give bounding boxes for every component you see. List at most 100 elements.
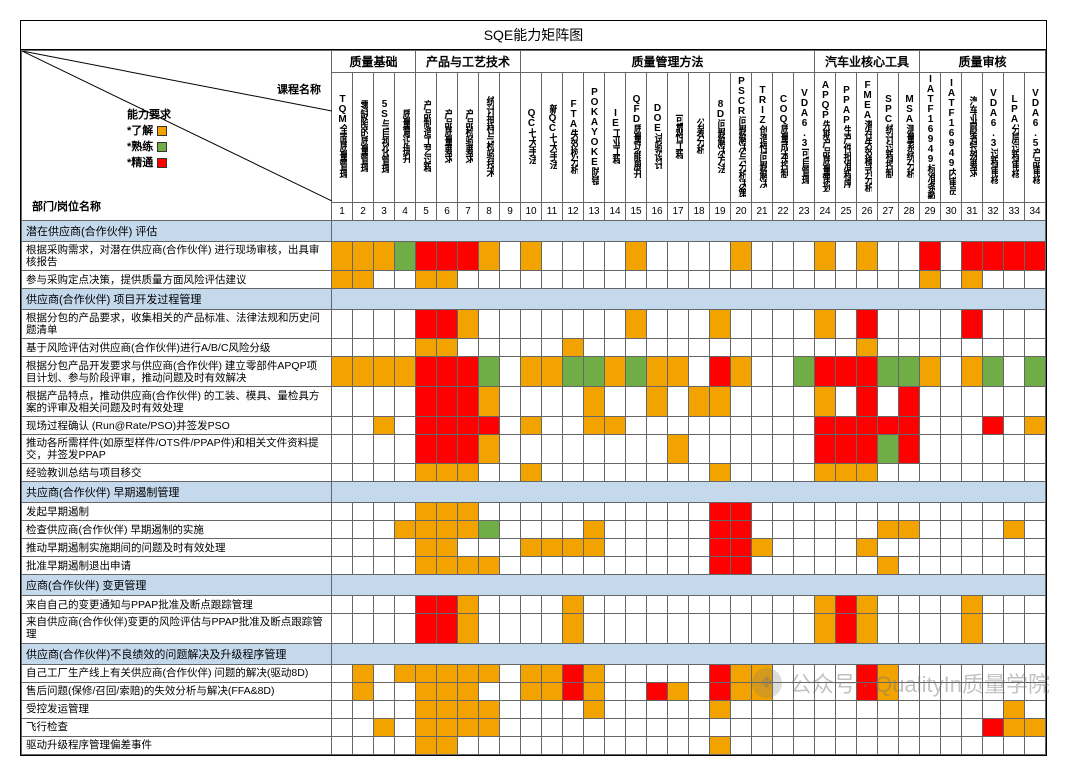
matrix-cell (458, 464, 479, 482)
matrix-cell (521, 357, 542, 387)
matrix-cell (962, 682, 983, 700)
column-number: 5 (416, 203, 437, 221)
matrix-cell (752, 682, 773, 700)
matrix-cell (899, 596, 920, 614)
matrix-cell (962, 718, 983, 736)
matrix-cell (479, 435, 500, 464)
matrix-cell (773, 503, 794, 521)
matrix-cell (563, 417, 584, 435)
matrix-cell (458, 718, 479, 736)
matrix-cell (500, 682, 521, 700)
matrix-cell (458, 682, 479, 700)
matrix-cell (563, 310, 584, 339)
matrix-cell (626, 718, 647, 736)
matrix-cell (689, 271, 710, 289)
matrix-cell (437, 596, 458, 614)
matrix-cell (983, 464, 1004, 482)
matrix-cell (668, 614, 689, 643)
column-header: QC七大手法 (521, 73, 542, 203)
matrix-cell (878, 503, 899, 521)
column-number: 12 (563, 203, 584, 221)
matrix-cell (815, 417, 836, 435)
matrix-cell (395, 464, 416, 482)
column-header: TRIZ创造性问题解决 (752, 73, 773, 203)
matrix-cell (332, 736, 353, 754)
row-label: 根据采购需求，对潜在供应商(合作伙伴) 进行现场审核，出具审核报告 (22, 242, 332, 271)
matrix-cell (731, 503, 752, 521)
matrix-cell (710, 664, 731, 682)
matrix-cell (647, 700, 668, 718)
column-header: 可靠性工程 (668, 73, 689, 203)
matrix-cell (983, 682, 1004, 700)
matrix-cell (584, 339, 605, 357)
matrix-cell (731, 557, 752, 575)
matrix-cell (983, 664, 1004, 682)
matrix-cell (1004, 557, 1025, 575)
matrix-cell (983, 387, 1004, 417)
matrix-cell (332, 539, 353, 557)
matrix-cell (332, 503, 353, 521)
matrix-cell (1025, 417, 1046, 435)
matrix-cell (689, 387, 710, 417)
matrix-cell (521, 682, 542, 700)
column-header: TQM全面质量管理 (332, 73, 353, 203)
matrix-cell (983, 700, 1004, 718)
matrix-cell (1025, 596, 1046, 614)
matrix-cell (332, 357, 353, 387)
section-fill (332, 575, 1046, 596)
matrix-cell (1004, 310, 1025, 339)
matrix-cell (521, 503, 542, 521)
column-header: 统计抽样与检验技术 (479, 73, 500, 203)
matrix-cell (647, 664, 668, 682)
matrix-cell (920, 700, 941, 718)
matrix-cell (563, 435, 584, 464)
matrix-cell (731, 682, 752, 700)
matrix-cell (962, 614, 983, 643)
matrix-cell (605, 339, 626, 357)
matrix-cell (542, 435, 563, 464)
corner-ability: 能力要求*了解*熟练*精通 (127, 106, 171, 170)
matrix-cell (563, 521, 584, 539)
matrix-cell (395, 539, 416, 557)
matrix-cell (794, 664, 815, 682)
matrix-cell (878, 614, 899, 643)
matrix-cell (815, 435, 836, 464)
matrix-cell (458, 503, 479, 521)
matrix-cell (332, 417, 353, 435)
matrix-cell (626, 310, 647, 339)
matrix-cell (899, 539, 920, 557)
matrix-cell (563, 718, 584, 736)
matrix-cell (962, 700, 983, 718)
matrix-cell (353, 310, 374, 339)
matrix-cell (878, 242, 899, 271)
matrix-cell (689, 557, 710, 575)
corner-dept: 部门/岗位名称 (32, 198, 101, 214)
matrix-cell (1004, 614, 1025, 643)
matrix-cell (521, 521, 542, 539)
matrix-cell (983, 357, 1004, 387)
matrix-cell (899, 521, 920, 539)
matrix-cell (1025, 271, 1046, 289)
matrix-cell (752, 521, 773, 539)
column-header: DOE试验设计 (647, 73, 668, 203)
matrix-cell (962, 242, 983, 271)
matrix-cell (584, 387, 605, 417)
matrix-cell (1025, 718, 1046, 736)
matrix-cell (815, 464, 836, 482)
matrix-cell (710, 614, 731, 643)
matrix-cell (899, 718, 920, 736)
matrix-cell (437, 557, 458, 575)
matrix-cell (479, 339, 500, 357)
column-header (500, 73, 521, 203)
column-header: IE工业工程 (605, 73, 626, 203)
matrix-cell (794, 417, 815, 435)
matrix-cell (773, 357, 794, 387)
matrix-cell (626, 736, 647, 754)
matrix-cell (710, 271, 731, 289)
matrix-cell (353, 718, 374, 736)
row-label: 发起早期遏制 (22, 503, 332, 521)
matrix-cell (836, 700, 857, 718)
matrix-cell (479, 357, 500, 387)
matrix-cell (563, 503, 584, 521)
matrix-cell (395, 310, 416, 339)
